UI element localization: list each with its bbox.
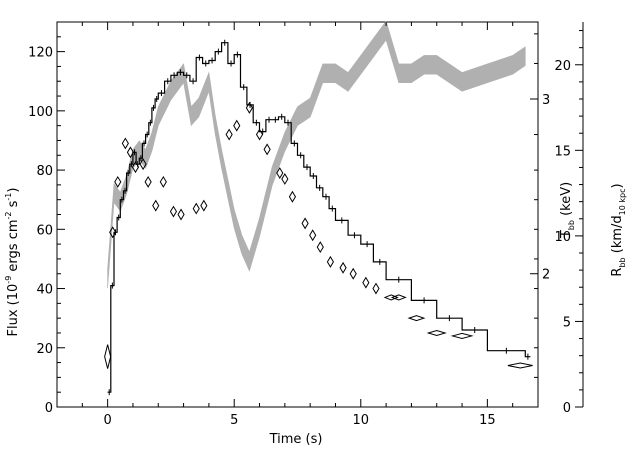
y-axis-label-left: Flux (10-9 ergs cm-2 s-1) — [4, 188, 21, 337]
x-axis-label: Time (s) — [269, 432, 323, 447]
flux-step-line — [107, 42, 531, 393]
y-flux-tick-label: 80 — [36, 164, 53, 179]
y-flux-tick-label: 40 — [36, 283, 53, 298]
temperature-point — [177, 208, 185, 221]
temperature-point — [121, 137, 129, 150]
temperature-point — [159, 175, 167, 188]
x-tick-label: 0 — [103, 413, 111, 428]
x-tick-label: 15 — [479, 413, 496, 428]
y-flux-tick-label: 20 — [36, 342, 53, 357]
temperature-point — [131, 161, 140, 174]
temperature-point — [326, 255, 334, 268]
temperature-point — [288, 190, 297, 203]
y-radius-tick-label: 0 — [563, 401, 571, 416]
temperature-point — [152, 199, 160, 212]
temperature-point — [192, 202, 200, 215]
temperature-point — [362, 276, 370, 289]
y-radius-tick-label: 10 — [554, 230, 571, 245]
temperature-point — [281, 172, 289, 185]
y-flux-tick-label: 120 — [28, 46, 53, 61]
y-radius-tick-label: 20 — [554, 59, 571, 74]
temperature-point — [114, 175, 122, 188]
x-tick-label: 5 — [230, 413, 238, 428]
temperature-point — [450, 332, 474, 339]
temperature-point — [316, 241, 324, 254]
temperature-point — [309, 229, 317, 242]
temperature-diamond-layer — [104, 101, 533, 369]
temperature-point — [263, 143, 271, 156]
temperature-point — [407, 315, 426, 322]
y-flux-tick-label: 100 — [28, 105, 53, 120]
temperature-point — [144, 175, 152, 188]
y-flux-tick-label: 0 — [45, 401, 53, 416]
temperature-point — [507, 362, 533, 369]
temperature-point — [349, 267, 357, 280]
y-flux-tick-label: 60 — [36, 223, 53, 238]
temperature-point — [372, 282, 380, 295]
temperature-point — [390, 294, 407, 301]
radius-band — [107, 20, 526, 289]
temperature-point — [126, 146, 134, 159]
temperature-point — [245, 101, 253, 114]
temperature-point — [169, 205, 178, 218]
y-temp-tick-label: 2 — [542, 268, 550, 283]
flux-step-layer — [107, 39, 531, 396]
temperature-point — [339, 261, 347, 274]
temperature-point — [200, 199, 208, 212]
y-radius-tick-label: 15 — [554, 144, 571, 159]
temperature-point — [233, 119, 241, 132]
x-tick-label: 10 — [353, 413, 370, 428]
temperature-point — [109, 226, 117, 239]
temperature-point — [426, 329, 447, 336]
temperature-point — [301, 217, 309, 230]
temperature-point — [383, 294, 399, 301]
temperature-point — [255, 128, 264, 141]
radius-band-layer — [107, 20, 526, 289]
temperature-point — [104, 344, 112, 369]
y-axis-label-right-outer: Rbb (km/d10 kpc) — [610, 183, 627, 276]
temperature-point — [225, 128, 233, 141]
y-radius-tick-label: 5 — [563, 315, 571, 330]
y-temp-tick-label: 3 — [542, 93, 550, 108]
temperature-point — [276, 167, 284, 180]
tick-layer: 0 5 10 15 0 20 40 60 80 100 120 2 3 0 5 10 15 20 — [28, 22, 583, 428]
y-axis-label-right-inner: Tbb (keV) — [559, 182, 576, 239]
temperature-point — [139, 158, 147, 171]
